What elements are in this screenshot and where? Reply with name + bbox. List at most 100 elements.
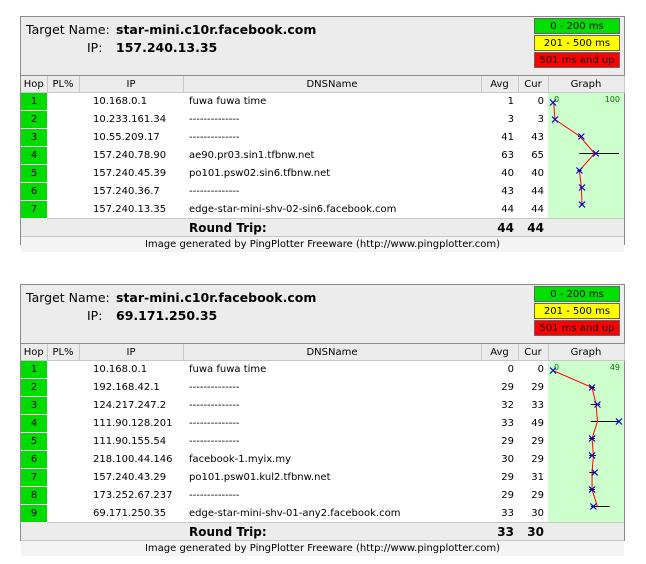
col-header-pl[interactable]: PL%: [47, 76, 80, 93]
hop-cur: 49: [531, 418, 544, 429]
latency-legend: 0 - 200 ms 201 - 500 ms 501 ms and up: [534, 18, 620, 69]
col-header-graph[interactable]: Graph: [548, 344, 625, 361]
table-header: Hop PL% IP DNSName Avg Cur Graph: [21, 344, 625, 361]
table-row[interactable]: 6 157.240.36.7 -------------- 43 44: [21, 182, 624, 201]
table-row[interactable]: 7 157.240.43.29 po101.psw01.kul2.tfbnw.net…: [21, 468, 624, 487]
graph-scale-min: 0: [554, 95, 559, 104]
packet-loss: [47, 361, 79, 379]
table-row[interactable]: 9 69.171.250.35 edge-star-mini-shv-01-any2…: [21, 504, 624, 523]
hop-dns: fuwa fuwa time: [189, 96, 267, 108]
panel-header: Target Name: star-mini.c10r.facebook.com I…: [21, 17, 624, 76]
packet-loss: [47, 379, 79, 397]
col-header-avg[interactable]: Avg: [481, 344, 519, 361]
hop-ip: 10.168.0.1: [93, 96, 148, 108]
hop-cur: 29: [531, 382, 544, 393]
hop-cur: 0: [537, 96, 544, 108]
hop-number: 2: [21, 378, 47, 397]
table-row[interactable]: 3 124.217.247.2 -------------- 32 33: [21, 396, 624, 415]
graph-cur-marker: [588, 435, 596, 442]
table-row[interactable]: 8 173.252.67.237 -------------- 29 29: [21, 486, 624, 505]
hop-ip: 69.171.250.35: [93, 507, 167, 519]
hop-number: 6: [21, 182, 47, 201]
hop-number: 2: [21, 110, 47, 129]
hop-dns: --------------: [189, 382, 240, 393]
packet-loss: [47, 147, 79, 165]
packet-loss: [47, 433, 79, 451]
hop-avg: 29: [501, 472, 514, 483]
hop-cur: 29: [531, 454, 544, 465]
target-name: star-mini.c10r.facebook.com: [116, 22, 317, 37]
legend-high: 501 ms and up: [534, 320, 620, 336]
hop-number: 1: [21, 360, 47, 379]
table-row[interactable]: 1 10.168.0.1 fuwa fuwa time 0 0: [21, 360, 624, 379]
graph-cur-marker: [592, 150, 600, 157]
hop-ip: 111.90.128.201: [93, 418, 173, 429]
graph-cur-marker: [594, 401, 601, 408]
round-trip-avg: 44: [481, 218, 518, 237]
graph-cell: [548, 414, 624, 433]
graph-cell: [548, 92, 624, 111]
hop-dns: fuwa fuwa time: [189, 364, 267, 376]
table-row[interactable]: 5 157.240.45.39 po101.psw02.sin6.tfbnw.net…: [21, 164, 624, 183]
hop-avg: 41: [501, 132, 514, 143]
col-header-cur[interactable]: Cur: [518, 76, 549, 93]
col-header-hop[interactable]: Hop: [21, 76, 48, 93]
table-row[interactable]: 2 10.233.161.34 -------------- 3 3: [21, 110, 624, 129]
trace-panel-1: Target Name: star-mini.c10r.facebook.com I…: [20, 16, 625, 252]
latency-graph: 0 100: [549, 95, 620, 208]
packet-loss: [47, 505, 79, 523]
table-row[interactable]: 3 10.55.209.17 -------------- 41 43: [21, 128, 624, 147]
graph-cell: [548, 110, 624, 129]
col-header-ip[interactable]: IP: [79, 76, 184, 93]
col-header-ip[interactable]: IP: [79, 344, 184, 361]
table-row[interactable]: 6 218.100.44.146 facebook-1.myix.my 30 29: [21, 450, 624, 469]
hop-number: 7: [21, 200, 47, 219]
hop-avg: 33: [501, 418, 514, 429]
table-row[interactable]: 4 111.90.128.201 -------------- 33 49: [21, 414, 624, 433]
legend-low: 0 - 200 ms: [534, 18, 620, 34]
graph-scale-max: 100: [605, 95, 620, 104]
col-header-dns[interactable]: DNSName: [183, 76, 482, 93]
ip-label: IP:: [87, 40, 103, 55]
hop-ip: 192.168.42.1: [93, 382, 160, 393]
packet-loss: [47, 469, 79, 487]
col-header-pl[interactable]: PL%: [47, 344, 80, 361]
hop-avg: 30: [501, 454, 514, 465]
graph-scale-min: 0: [554, 363, 559, 372]
table-row[interactable]: 4 157.240.78.90 ae90.pr03.sin1.tfbnw.net 63…: [21, 146, 624, 165]
table-row[interactable]: 2 192.168.42.1 -------------- 29 29: [21, 378, 624, 397]
col-header-dns[interactable]: DNSName: [183, 344, 482, 361]
col-header-graph[interactable]: Graph: [548, 76, 625, 93]
hop-cur: 30: [531, 507, 544, 519]
graph-cur-marker: [549, 99, 557, 106]
hop-ip: 173.252.67.237: [93, 490, 173, 501]
graph-cur-marker: [551, 116, 559, 123]
hop-number: 4: [21, 414, 47, 433]
hop-ip: 10.168.0.1: [93, 364, 148, 376]
footer-row: Image generated by PingPlotter Freeware …: [21, 540, 624, 556]
graph-cell: [548, 450, 624, 469]
hop-dns: edge-star-mini-shv-01-any2.facebook.com: [189, 507, 401, 519]
round-trip-label: Round Trip:: [183, 218, 481, 237]
col-header-avg[interactable]: Avg: [481, 76, 519, 93]
target-ip: 157.240.13.35: [116, 40, 218, 55]
hop-dns: --------------: [189, 114, 240, 125]
hop-dns: ae90.pr03.sin1.tfbnw.net: [189, 150, 315, 161]
hop-dns: --------------: [189, 400, 240, 411]
hop-dns: --------------: [189, 490, 240, 501]
hop-dns: --------------: [189, 132, 240, 143]
hop-ip: 10.55.209.17: [93, 132, 160, 143]
round-trip-label: Round Trip:: [183, 522, 481, 541]
graph-cur-marker: [575, 167, 583, 174]
graph-cell: [548, 378, 624, 397]
table-row[interactable]: 7 157.240.13.35 edge-star-mini-shv-02-sin6…: [21, 200, 624, 219]
target-ip: 69.171.250.35: [116, 308, 218, 323]
hop-avg: 44: [501, 203, 514, 215]
hop-cur: 43: [531, 132, 544, 143]
table-row[interactable]: 5 111.90.155.54 -------------- 29 29: [21, 432, 624, 451]
table-row[interactable]: 1 10.168.0.1 fuwa fuwa time 1 0: [21, 92, 624, 111]
col-header-hop[interactable]: Hop: [21, 344, 48, 361]
hop-ip: 10.233.161.34: [93, 114, 167, 125]
col-header-cur[interactable]: Cur: [518, 344, 549, 361]
legend-high: 501 ms and up: [534, 52, 620, 68]
